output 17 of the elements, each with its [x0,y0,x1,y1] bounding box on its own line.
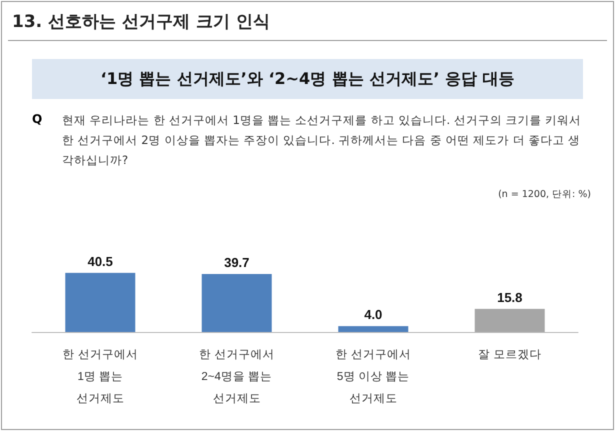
x-tick-label: 한 선거구에서 5명 이상 뽑는 선거제도 [336,349,411,405]
x-tick-label: 한 선거구에서 2~4명을 뽑는 선거제도 [199,349,274,405]
bar [202,274,272,332]
chart-title: 13. 선호하는 선거구제 크기 인식 [12,11,270,33]
data-label: 39.7 [224,255,250,270]
text: 현재 우리나라는 한 선거구에서 1명을 뽑는 소선거구제를 하고 있습니다. 선거구의 크기를 키워서 한 선거구에서 2명 이상을 뽑자는 주장이 있습니다. 귀하께서는 다음 중 어떤 제도가 더 좋다고 생각하십니까? [62,112,582,169]
bar [338,326,408,332]
data-label: 15.8 [497,290,522,305]
data-label: 40.5 [88,254,113,269]
chart-subtitle: ‘1명 뽑는 선거제도’와 ‘2~4명 뽑는 선거제도’ 응답 대등 [32,59,583,99]
data-label: 4.0 [364,307,382,322]
bar [474,308,545,332]
bar [65,272,136,332]
text: Q [32,112,42,126]
x-tick-label: 잘 모르겠다 [478,349,542,361]
text: (n = 1200, 단위: %) [498,188,591,201]
x-tick-label: 한 선거구에서 1명 뽑는 선거제도 [62,349,138,405]
